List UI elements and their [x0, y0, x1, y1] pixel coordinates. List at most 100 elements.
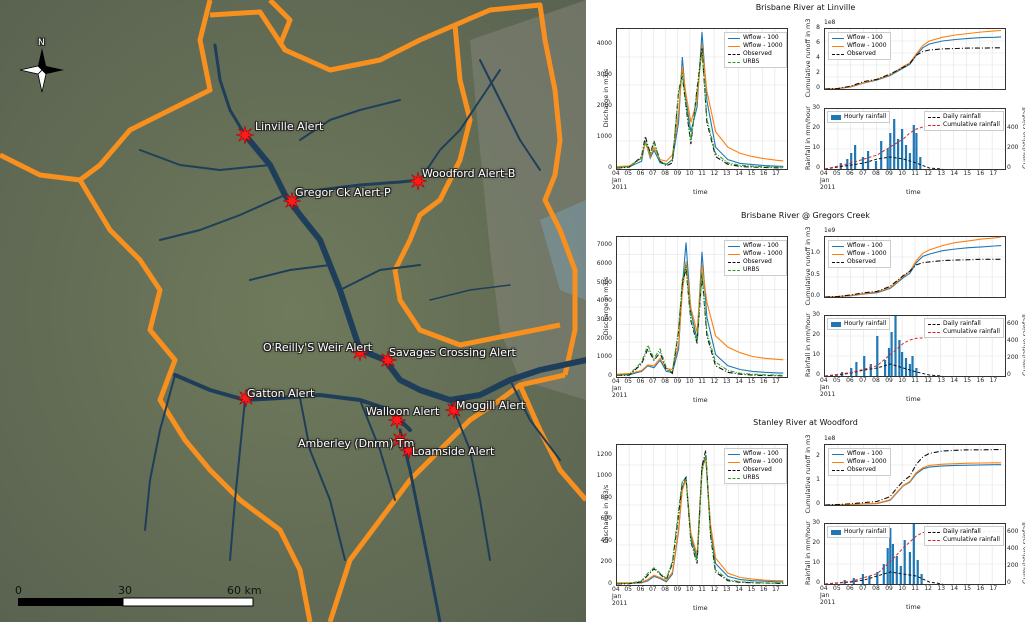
chart-0-runoff-ytick: 0: [816, 84, 820, 91]
chart-0-discharge-ytick: 0: [608, 164, 612, 171]
chart-1-discharge-legend-item: Observed: [728, 258, 783, 266]
station-label-gregor[interactable]: Gregor Ck Alert-P: [295, 186, 391, 199]
chart-0-discharge-xtick: 06: [636, 170, 645, 177]
station-label-amberley[interactable]: Amberley (Dnrm) Tm: [298, 437, 415, 450]
chart-2-discharge-series-3: [617, 455, 784, 585]
station-label-woodford[interactable]: Woodford Alert-B: [422, 167, 516, 180]
chart-2-discharge-xtick-sub: 2011: [612, 600, 628, 607]
station-marker-loamside[interactable]: [399, 440, 419, 460]
chart-1-rain-ytick: 0: [816, 371, 820, 378]
catchment-map[interactable]: N Linville Alert Gregor Ck Alert-P Woodf…: [0, 0, 586, 622]
chart-2-discharge-xtick: 04: [612, 586, 620, 593]
station-marker-savages[interactable]: [378, 350, 398, 370]
chart-2-rain-xtick-sub: 2011: [820, 599, 836, 606]
chart-2-rain-legend-label: Daily rainfall: [943, 528, 981, 535]
chart-1-discharge-xtick-sub: Jan: [612, 385, 622, 392]
station-label-walloon[interactable]: Walloon Alert: [366, 405, 440, 418]
chart-1-rain-xtick: 06: [846, 377, 854, 384]
chart-1-rain-xtick-sub: Jan: [820, 384, 830, 391]
chart-0-discharge-legend-item: URBS: [728, 58, 783, 66]
river-trib-3: [359, 399, 396, 501]
chart-0-discharge-legend-swatch: [728, 61, 740, 63]
station-label-loamside[interactable]: Loamside Alert: [412, 445, 495, 458]
chart-0-rain-legend-swatch: [928, 116, 940, 118]
station-marker-gregor[interactable]: [282, 191, 302, 211]
chart-1-discharge-ytick: 6000: [596, 260, 612, 267]
station-marker-woodford[interactable]: [408, 171, 428, 191]
chart-2-rain-right-ytick: 0: [1007, 579, 1011, 586]
chart-1-discharge-axes: [616, 236, 788, 378]
chart-1-discharge-xtick: 16: [759, 378, 768, 385]
chart-2-discharge-ytick: 200: [600, 558, 612, 566]
boundary-east-south: [517, 383, 586, 502]
chart-1-discharge-legend-item: Wflow - 100: [728, 242, 783, 250]
station-marker-oreilly[interactable]: [350, 342, 370, 362]
chart-1-rain-xtick: 08: [872, 377, 880, 384]
station-marker-linville[interactable]: [235, 125, 255, 145]
chart-1-discharge-series-0: [617, 242, 784, 376]
station-label-linville[interactable]: Linville Alert: [255, 120, 324, 133]
chart-1-rain-ylabel: Rainfall in mm/hour: [804, 313, 812, 377]
station-marker-walloon[interactable]: [387, 410, 407, 430]
chart-1-discharge-xtick: 08: [661, 378, 669, 385]
hydrograph-panel: Brisbane River at Linville 0 1000 2000 3000 4…: [586, 0, 1025, 622]
chart-0-runoff-legend-label: Wflow - 1000: [847, 42, 887, 49]
chart-2-rain-right-ytick: 200: [1007, 561, 1019, 569]
chart-1-rain-right-ytick: 600: [1007, 319, 1019, 327]
chart-0-rain-xtick: 07: [859, 170, 867, 177]
station-label-gatton[interactable]: Gatton Alert: [247, 387, 315, 400]
chart-1-discharge-legend-label: URBS: [743, 266, 760, 273]
chart-2-discharge-xtick: 16: [759, 586, 768, 593]
chart-0-rain-daily-line: [825, 156, 943, 169]
station-label-moggill[interactable]: Moggill Alert: [456, 399, 526, 412]
chart-0-rain-xtick: 10: [898, 170, 906, 177]
chart-2-discharge-ytick: 1000: [596, 472, 612, 480]
chart-0-rain-xtick: 06: [846, 170, 854, 177]
chart-0-discharge-xtick: 05: [624, 170, 632, 177]
chart-2-rain-bar-6: [886, 548, 889, 584]
chart-0-discharge-series-2: [617, 47, 784, 169]
chart-0-discharge-xtick: 15: [747, 170, 756, 177]
chart-1-rain-legend-right: Daily rainfall Cumulative rainfall: [924, 318, 1004, 338]
chart-1-rain-xtick: 12: [924, 377, 932, 384]
station-label-oreilly[interactable]: O'Reilly'S Weir Alert: [263, 341, 373, 354]
river-trib-5: [159, 194, 286, 241]
river-trib-7: [339, 264, 421, 291]
station-marker-moggill[interactable]: [444, 400, 464, 420]
river-trib-1: [229, 399, 246, 561]
chart-2-rain-bar-10: [899, 566, 902, 584]
chart-2-rain-xlabel: time: [906, 603, 921, 611]
chart-1-discharge-ytick: 5000: [596, 278, 612, 286]
chart-2-discharge-legend-swatch: [728, 453, 740, 455]
station-marker-gatton[interactable]: [236, 388, 256, 408]
chart-1-discharge-xtick: 04: [612, 378, 620, 385]
chart-0-rain-bar-0: [839, 163, 842, 169]
chart-1-rain-bar-2: [855, 362, 858, 376]
chart-1-rain-xtick: 16: [976, 377, 985, 384]
chart-2-rain-bar-9: [895, 556, 898, 584]
chart-1-discharge-legend-swatch: [728, 245, 740, 247]
chart-1-discharge-ytick: 3000: [596, 316, 612, 323]
chart-0-rain-xtick-sub: Jan: [820, 177, 830, 184]
chart-1-rain-ytick: 20: [812, 331, 820, 338]
chart-1-runoff-ytick: 0.5: [810, 270, 820, 278]
chart-1-rain-bar-15: [915, 368, 918, 376]
chart-1-runoff-legend-label: Wflow - 1000: [847, 250, 887, 257]
chart-0-rain-legend-left-item: Hourly rainfall: [831, 113, 886, 121]
boundary-north: [209, 2, 578, 376]
chart-2-rain-bar-13: [912, 524, 915, 584]
chart-0-discharge-xtick: 08: [661, 170, 669, 177]
chart-2-runoff-legend-label: Wflow - 100: [847, 450, 883, 457]
chart-0-discharge-legend-swatch: [728, 45, 740, 47]
chart-2-discharge-xtick: 05: [624, 586, 632, 593]
chart-1-rain-bar-6: [884, 360, 887, 376]
chart-2-rain-xtick: 11: [911, 585, 919, 592]
chart-2-runoff-legend-label: Wflow - 1000: [847, 458, 887, 465]
chart-1-rain-bar-14: [911, 356, 914, 376]
station-label-savages[interactable]: Savages Crossing Alert: [389, 346, 516, 359]
chart-1-discharge-legend-swatch: [728, 261, 740, 263]
chart-2-discharge-ytick: 1200: [596, 450, 612, 458]
chart-2-discharge-xtick: 08: [661, 586, 669, 593]
chart-0-rain-legend-item: Daily rainfall: [928, 113, 1000, 121]
chart-1-rain-legend-item: Daily rainfall: [928, 320, 1000, 328]
